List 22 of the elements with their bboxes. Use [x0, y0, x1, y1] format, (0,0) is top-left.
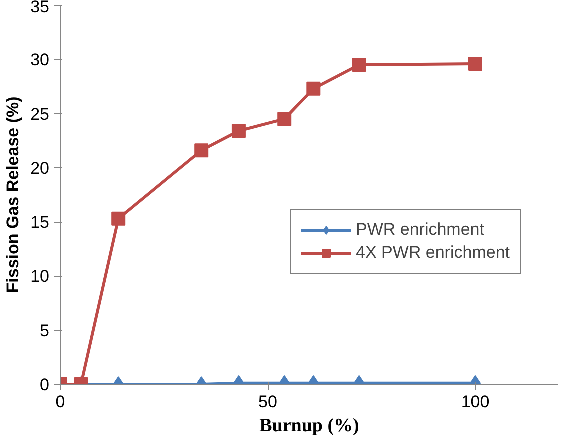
point: [278, 112, 292, 126]
y-tick-label: 0: [40, 376, 50, 394]
y-tick-label: 5: [40, 321, 50, 340]
point: [232, 124, 246, 138]
y-tick-label: 15: [30, 213, 50, 232]
point: [112, 212, 126, 226]
y-tick-label: 30: [30, 50, 50, 70]
y-axis-title: Fission Gas Release (%): [4, 96, 23, 294]
legend-label: 4X PWR enrichment: [356, 243, 510, 263]
y-tick-label: 25: [30, 104, 50, 124]
x-tick-label: 100: [461, 392, 490, 412]
x-tick-label: 0: [56, 392, 66, 412]
point: [468, 56, 482, 71]
y-tick-label: 35: [30, 0, 50, 16]
y-tick-label: 10: [30, 267, 50, 286]
x-axis-title: Burnup (%): [260, 416, 360, 436]
y-tick-label: 20: [30, 158, 50, 178]
point: [306, 82, 321, 96]
legend-label: PWR enrichment: [356, 220, 484, 240]
point: [352, 58, 366, 72]
point: [194, 144, 209, 158]
x-tick-label: 50: [258, 392, 278, 412]
